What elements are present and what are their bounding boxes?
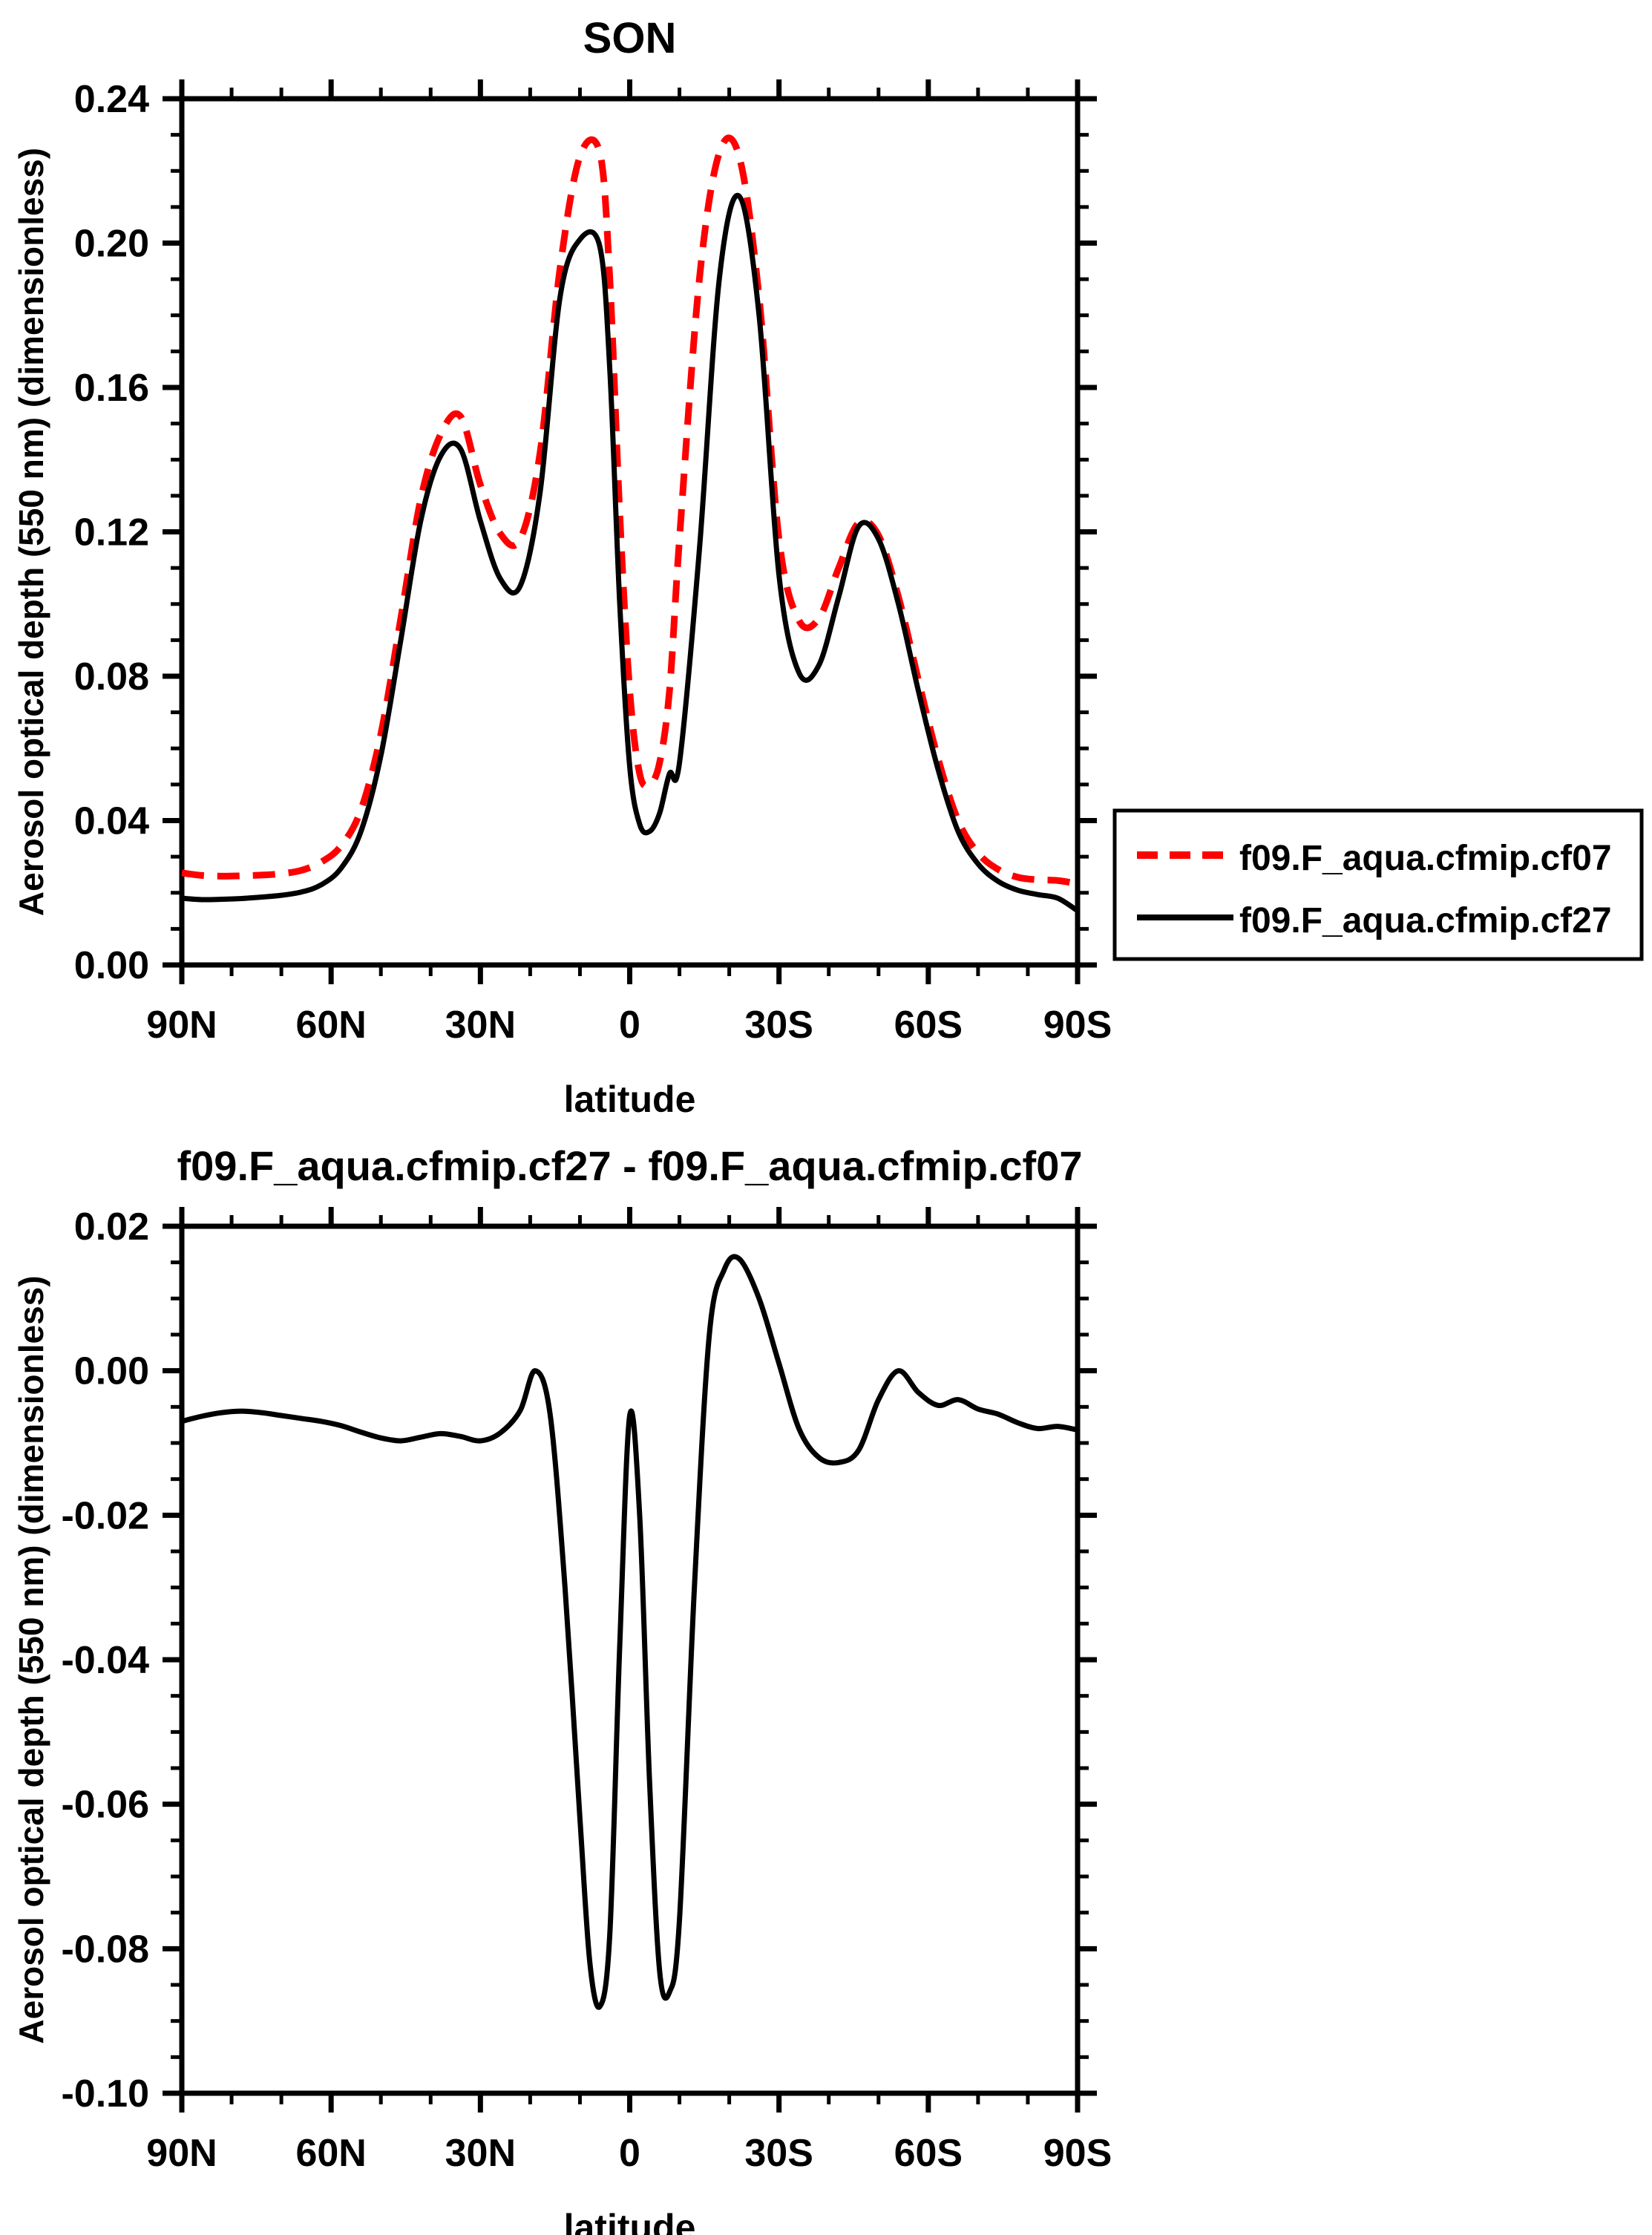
x-tick-label: 90N: [146, 1004, 217, 1047]
x-tick-label: 60N: [295, 2132, 366, 2175]
panel-bottom: 90N 60N 30N 0 30S 60S 90S -0.10 -0.08 -0.06 -0.04 -…: [12, 1142, 1112, 2235]
legend: f09.F_aqua.cfmip.cf07 f09.F_aqua.cfmip.cf…: [1112, 808, 1644, 961]
x-ticks-top: [179, 79, 1081, 984]
y-ticks-bottom: [163, 1223, 1097, 2096]
series-line-1-top: [181, 134, 1078, 888]
x-tick-label: 0: [619, 1004, 640, 1047]
legend-label-2: f09.F_aqua.cfmip.cf27: [1239, 901, 1612, 940]
x-tick-label: 60N: [295, 1004, 366, 1047]
x-tick-label: 60S: [894, 2132, 963, 2175]
y-tick-label: -0.10: [61, 2072, 149, 2115]
y-tick-label: 0.00: [74, 944, 149, 987]
x-tick-label: 90N: [146, 2132, 217, 2175]
panel-top: 90N 60N 30N 0 30S 60S 90S 0.00 0.04 0.08 0.12 0.16 0…: [12, 14, 1112, 1120]
legend-box: [1112, 808, 1644, 961]
x-axis-label-top: latitude: [564, 1079, 696, 1120]
x-tick-label: 30S: [744, 2132, 813, 2175]
plot-frame-bottom: [179, 1223, 1081, 2096]
panel-title-bottom: f09.F_aqua.cfmip.cf27 - f09.F_aqua.cfmip…: [177, 1142, 1083, 1189]
y-tick-label: 0.00: [74, 1350, 149, 1393]
legend-label-1: f09.F_aqua.cfmip.cf07: [1239, 839, 1612, 878]
y-tick-label: 0.16: [74, 367, 149, 410]
y-tick-label: 0.02: [74, 1205, 149, 1249]
x-tick-label: 90S: [1043, 1004, 1112, 1047]
y-tick-label: 0.20: [74, 223, 149, 266]
x-tick-label: 30N: [445, 2132, 516, 2175]
y-tick-label: -0.02: [61, 1494, 149, 1537]
x-tick-label: 30S: [744, 1004, 813, 1047]
y-tick-label: 0.04: [74, 800, 149, 843]
y-tick-label: -0.06: [61, 1784, 149, 1827]
panel-title-top: SON: [583, 14, 677, 62]
y-ticks-top: [163, 96, 1097, 968]
x-ticks-bottom: [179, 1207, 1081, 2113]
series-line-2-top: [181, 192, 1079, 914]
plot-frame-top: [179, 96, 1081, 968]
y-tick-label: 0.08: [74, 655, 149, 698]
series-line-1-bottom: [181, 1254, 1078, 2010]
y-tick-label: -0.04: [61, 1639, 149, 1682]
x-axis-label-bottom: latitude: [564, 2207, 696, 2235]
x-tick-label: 0: [619, 2132, 640, 2175]
x-tick-label: 60S: [894, 1004, 963, 1047]
y-tick-label: 0.12: [74, 511, 149, 554]
y-axis-label-bottom: Aerosol optical depth (550 nm) (dimensio…: [12, 1275, 50, 2043]
x-tick-label: 30N: [445, 1004, 516, 1047]
x-tick-label: 90S: [1043, 2132, 1112, 2175]
y-axis-label-top: Aerosol optical depth (550 nm) (dimensio…: [12, 148, 50, 916]
y-tick-label: 0.24: [74, 78, 149, 121]
y-tick-label: -0.08: [61, 1928, 149, 1971]
